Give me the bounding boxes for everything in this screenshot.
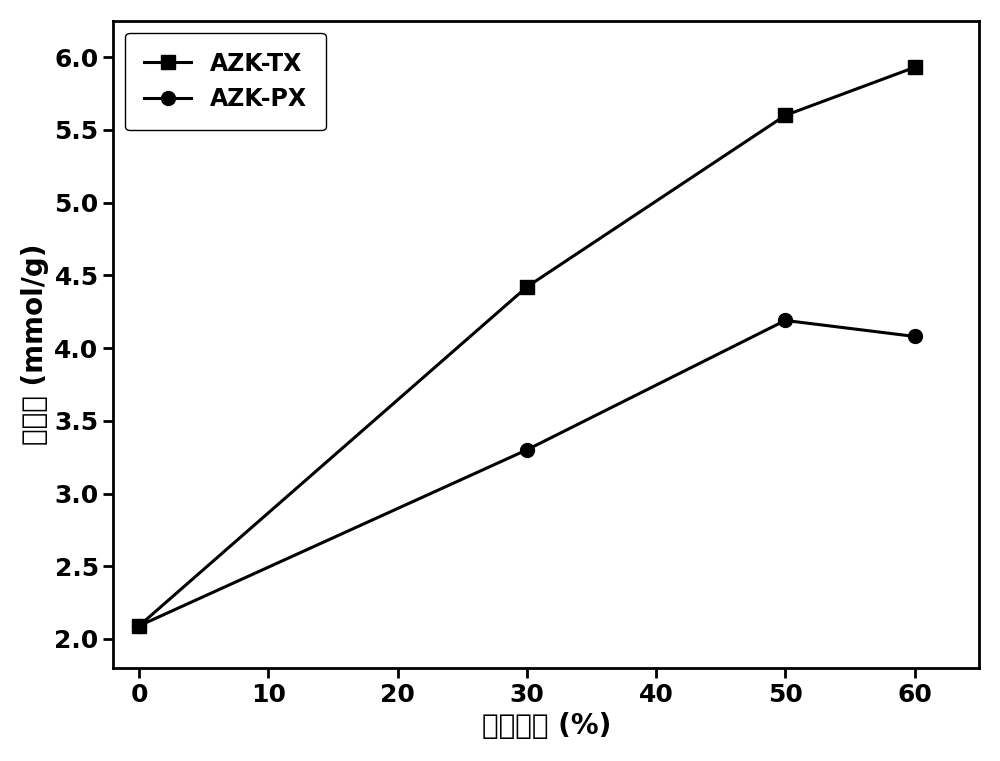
AZK-TX	[133, 621, 145, 630]
Line: AZK-PX: AZK-PX	[132, 314, 921, 633]
AZK-PX	[779, 316, 791, 325]
Line: AZK-TX: AZK-TX	[132, 60, 921, 633]
Y-axis label: 吸附量 (mmol/g): 吸附量 (mmol/g)	[21, 244, 49, 445]
AZK-PX	[521, 445, 533, 454]
AZK-TX	[521, 282, 533, 291]
X-axis label: 胺负载量 (%): 胺负载量 (%)	[482, 712, 611, 740]
Legend: AZK-TX, AZK-PX: AZK-TX, AZK-PX	[125, 33, 326, 130]
AZK-PX	[133, 621, 145, 630]
AZK-PX	[909, 332, 921, 341]
AZK-TX	[779, 111, 791, 120]
AZK-TX	[909, 63, 921, 72]
